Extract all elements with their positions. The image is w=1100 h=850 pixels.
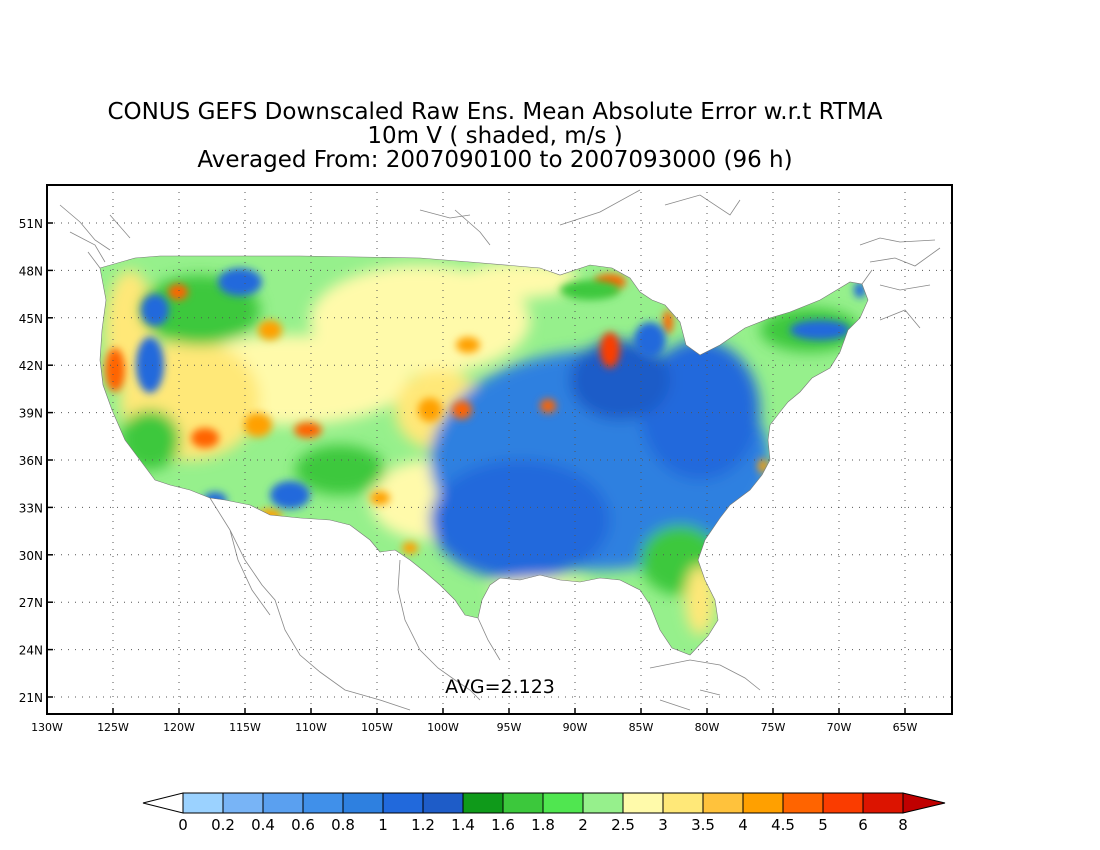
average-label: AVG=2.123 — [445, 676, 555, 698]
colorbar-label: 3.5 — [691, 816, 715, 834]
map-frame — [46, 184, 953, 715]
lat-tick-label: 33N — [19, 501, 43, 515]
colorbar-swatch — [822, 792, 864, 814]
lat-tick-label: 51N — [19, 217, 43, 231]
colorbar-label: 4 — [738, 816, 748, 834]
lon-tick-label: 85W — [629, 721, 654, 734]
title-line-3: Averaged From: 2007090100 to 2007093000 … — [197, 147, 793, 173]
colorbar: 0 0.2 0.4 0.6 0.8 1 1.2 1.4 1.6 1.8 2 2.5 3 3.5 4 4.5 5 6… — [142, 792, 946, 834]
colorbar-label: 6 — [858, 816, 868, 834]
lon-tick-label: 130W — [31, 721, 63, 734]
colorbar-swatch — [222, 792, 264, 814]
colorbar-swatch — [342, 792, 384, 814]
colorbar-swatch — [502, 792, 544, 814]
colorbar-swatch — [782, 792, 824, 814]
colorbar-label: 2.5 — [611, 816, 635, 834]
lon-tick-label: 90W — [563, 721, 588, 734]
colorbar-label: 0.8 — [331, 816, 355, 834]
lat-tick-label: 42N — [19, 359, 43, 373]
colorbar-label: 8 — [898, 816, 908, 834]
colorbar-swatch — [182, 792, 224, 814]
lon-tick-label: 70W — [827, 721, 852, 734]
colorbar-swatch — [702, 792, 744, 814]
shaded-error-field — [100, 256, 868, 655]
lon-tick-label: 65W — [893, 721, 918, 734]
lat-tick-label: 48N — [19, 264, 43, 278]
colorbar-swatch — [462, 792, 504, 814]
colorbar-swatch — [582, 792, 624, 814]
lat-tick-label: 36N — [19, 454, 43, 468]
lon-tick-label: 125W — [97, 721, 129, 734]
lon-tick-label: 115W — [229, 721, 261, 734]
colorbar-label: 0.2 — [211, 816, 235, 834]
lat-tick-label: 30N — [19, 549, 43, 563]
colorbar-label: 0.4 — [251, 816, 275, 834]
longitude-axis: 130W 125W 120W 115W 110W 105W 100W 95W 90W 85W 80W… — [31, 708, 918, 734]
colorbar-swatch — [262, 792, 304, 814]
colorbar-swatch — [422, 792, 464, 814]
colorbar-label: 1.6 — [491, 816, 515, 834]
colorbar-label: 0.6 — [291, 816, 315, 834]
lon-tick-label: 110W — [295, 721, 327, 734]
lon-tick-label: 95W — [497, 721, 522, 734]
colorbar-label: 1.4 — [451, 816, 475, 834]
colorbar-label: 0 — [178, 816, 188, 834]
title-line-1: CONUS GEFS Downscaled Raw Ens. Mean Abso… — [107, 99, 883, 125]
colorbar-label: 1.8 — [531, 816, 555, 834]
colorbar-label: 3 — [658, 816, 668, 834]
conus-outline — [99, 255, 869, 656]
colorbar-label: 2 — [578, 816, 588, 834]
lat-tick-label: 45N — [19, 312, 43, 326]
colorbar-swatch — [622, 792, 664, 814]
title-line-2: 10m V ( shaded, m/s ) — [367, 123, 623, 149]
lat-tick-label: 39N — [19, 407, 43, 421]
colorbar-swatch — [542, 792, 584, 814]
lat-tick-label: 27N — [19, 596, 43, 610]
colorbar-over-arrow — [902, 792, 946, 814]
lon-tick-label: 80W — [695, 721, 720, 734]
colorbar-label: 4.5 — [771, 816, 795, 834]
lat-tick-label: 21N — [19, 691, 43, 705]
colorbar-swatch — [662, 792, 704, 814]
colorbar-label: 5 — [818, 816, 828, 834]
colorbar-under-arrow — [142, 792, 184, 814]
lon-tick-label: 120W — [163, 721, 195, 734]
lon-tick-label: 105W — [361, 721, 393, 734]
colorbar-label: 1 — [378, 816, 388, 834]
colorbar-swatch — [302, 792, 344, 814]
colorbar-label: 1.2 — [411, 816, 435, 834]
background-coastlines — [59, 189, 941, 711]
chart-title: CONUS GEFS Downscaled Raw Ens. Mean Abso… — [0, 100, 990, 172]
latitude-axis: 51N 48N 45N 42N 39N 36N 33N 30N 27N 24N 21N — [19, 217, 53, 705]
colorbar-swatch — [382, 792, 424, 814]
lon-tick-label: 100W — [427, 721, 459, 734]
colorbar-swatch — [742, 792, 784, 814]
lon-tick-label: 75W — [761, 721, 786, 734]
colorbar-swatch — [862, 792, 904, 814]
lat-tick-label: 24N — [19, 644, 43, 658]
